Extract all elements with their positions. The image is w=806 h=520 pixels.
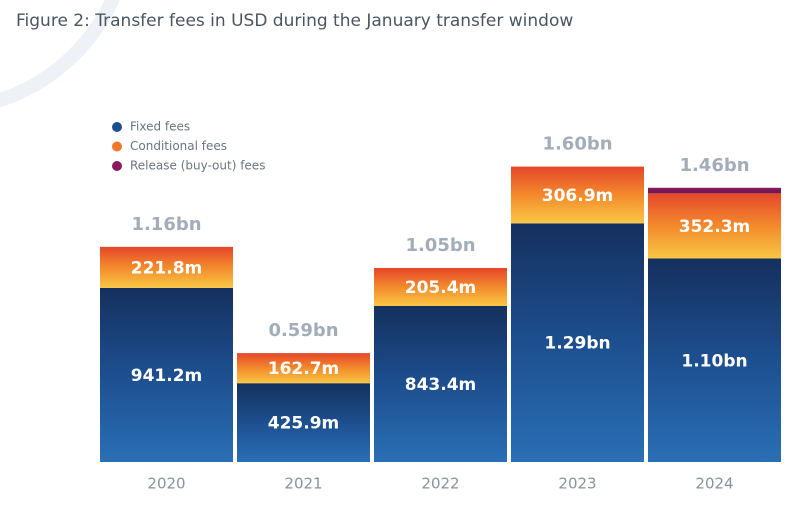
- bar-segment: [374, 305, 507, 462]
- total-label: 1.05bn: [405, 235, 475, 256]
- x-tick-label: 2021: [284, 475, 322, 493]
- legend-swatch: [112, 122, 122, 132]
- bar-segment: [237, 353, 370, 384]
- bar-segment: [374, 267, 507, 306]
- total-label: 1.60bn: [542, 134, 612, 155]
- legend-swatch: [112, 161, 122, 171]
- bar-segment: [648, 187, 781, 194]
- bar-segment: [237, 383, 370, 462]
- x-tick-label: 2024: [695, 475, 733, 493]
- segment-label: 1.29bn: [544, 334, 610, 354]
- segment-label: 221.8m: [131, 258, 203, 278]
- segment-label: 306.9m: [542, 186, 614, 206]
- legend-swatch: [112, 141, 122, 152]
- segment-label: 162.7m: [268, 359, 340, 379]
- chart-title: Figure 2: Transfer fees in USD during th…: [16, 11, 573, 31]
- total-label: 1.16bn: [131, 214, 201, 235]
- bar-segment: [511, 166, 644, 224]
- bar-segment: [100, 246, 233, 288]
- legend-label: Conditional fees: [130, 139, 227, 153]
- segment-label: 352.3m: [679, 217, 751, 237]
- x-tick-label: 2023: [558, 475, 596, 493]
- bar-segment: [648, 193, 781, 259]
- segment-label: 1.10bn: [681, 351, 747, 371]
- legend-label: Release (buy-out) fees: [130, 159, 265, 173]
- total-label: 0.59bn: [268, 320, 338, 341]
- segment-label: 843.4m: [405, 375, 477, 395]
- legend-label: Fixed fees: [130, 120, 190, 134]
- x-tick-label: 2022: [421, 475, 459, 493]
- bar-segment: [100, 287, 233, 462]
- segment-label: 205.4m: [405, 278, 477, 298]
- segment-label: 425.9m: [268, 414, 340, 434]
- bar-segment: [648, 258, 781, 462]
- bar-segment: [511, 223, 644, 462]
- total-label: 1.46bn: [679, 155, 749, 176]
- segment-label: 941.2m: [131, 366, 203, 386]
- x-tick-label: 2020: [147, 475, 185, 493]
